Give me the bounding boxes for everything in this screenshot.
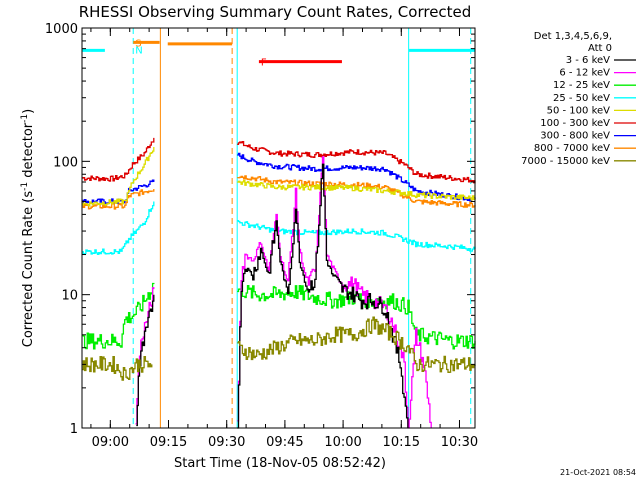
x-axis: 09:00 09:15 09:30 09:45 10:00 10:15 10:30 — [90, 28, 478, 450]
x-tick-label-6: 10:30 — [441, 435, 478, 450]
legend-label-3: 25 - 50 keV — [553, 93, 610, 104]
series-line-3-seg-1 — [237, 179, 476, 201]
state-bar-label-3: N — [135, 45, 142, 56]
legend-label-1: 6 - 12 keV — [559, 68, 610, 79]
y-tick-label-3: 1000 — [45, 22, 78, 37]
series-line-0-seg-1 — [237, 140, 476, 184]
legend-label-5: 100 - 300 keV — [540, 118, 610, 129]
legend-label-6: 300 - 800 keV — [540, 131, 610, 142]
series-line-8-seg-1 — [237, 316, 476, 373]
x-tick-label-4: 10:00 — [324, 435, 361, 450]
series-line-8-seg-0 — [82, 355, 153, 381]
series-line-5-seg-0 — [82, 282, 155, 350]
legend-label-8: 7000 - 15000 keV — [521, 156, 610, 167]
plot-frame — [81, 27, 476, 429]
y-tick-label-2: 100 — [53, 155, 78, 170]
x-tick-label-1: 09:15 — [150, 435, 187, 450]
legend-label-0: 3 - 6 keV — [566, 55, 610, 66]
y-axis: 1 10 100 1000 — [45, 22, 475, 437]
y-tick-label-0: 1 — [70, 422, 78, 437]
series-line-3-seg-0 — [82, 147, 155, 207]
x-tick-label-0: 09:00 — [92, 435, 129, 450]
x-tick-label-5: 10:15 — [383, 435, 420, 450]
series-line-0-seg-0 — [82, 137, 155, 182]
series-line-7-seg-0 — [136, 294, 155, 427]
series-line-4-seg-0 — [82, 201, 155, 255]
legend-label-4: 50 - 100 keV — [547, 105, 611, 116]
legend: Det 1,3,4,5,6,9,Att 03 - 6 keV 6 - 12 keV… — [521, 31, 636, 167]
state-bar-label-5: F — [261, 58, 267, 69]
legend-header-1: Att 0 — [588, 43, 612, 54]
x-tick-label-2: 09:30 — [208, 435, 245, 450]
timestamp-label: 21-Oct-2021 08:54 — [560, 468, 636, 477]
series-line-7-seg-1 — [237, 163, 409, 429]
series-line-1-seg-1 — [237, 152, 476, 202]
state-bar-label-2: S — [135, 38, 141, 49]
x-tick-label-3: 09:45 — [266, 435, 303, 450]
plot-area: SN F — [82, 28, 476, 429]
legend-header-0: Det 1,3,4,5,6,9, — [534, 31, 612, 42]
x-axis-label: Start Time (18-Nov-05 08:52:42) — [174, 456, 386, 471]
y-tick-label-1: 10 — [61, 289, 78, 304]
legend-label-2: 12 - 25 keV — [553, 80, 610, 91]
chart-title: RHESSI Observing Summary Count Rates, Co… — [79, 3, 472, 21]
legend-label-7: 800 - 7000 keV — [534, 143, 610, 154]
y-axis-label: Corrected Count Rate (s-1 detector-1) — [20, 109, 36, 347]
